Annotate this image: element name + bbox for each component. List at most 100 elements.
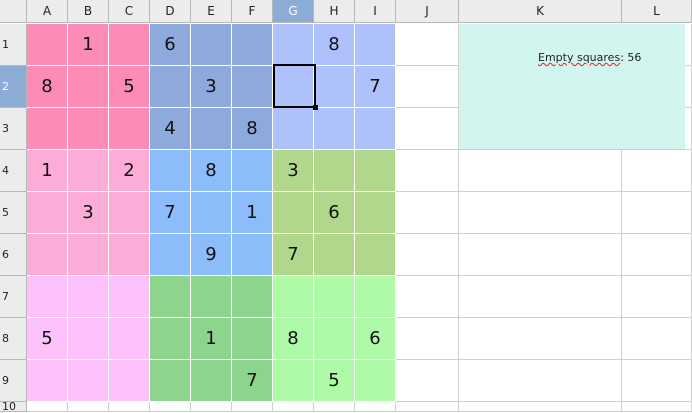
sudoku-cell[interactable] <box>68 318 109 360</box>
sudoku-cell[interactable]: 6 <box>314 192 355 234</box>
sudoku-cell[interactable]: 1 <box>27 150 68 192</box>
grid-cell[interactable] <box>396 318 459 360</box>
grid-cell[interactable] <box>150 402 191 412</box>
sudoku-cell[interactable] <box>150 66 191 108</box>
sudoku-cell[interactable] <box>191 24 232 66</box>
grid-cell[interactable] <box>314 402 355 412</box>
grid-cell[interactable] <box>68 402 109 412</box>
sudoku-cell[interactable] <box>355 234 396 276</box>
sudoku-cell[interactable]: 3 <box>68 192 109 234</box>
sudoku-cell[interactable]: 6 <box>355 318 396 360</box>
sudoku-cell[interactable] <box>27 24 68 66</box>
sudoku-cell[interactable] <box>355 192 396 234</box>
column-header-i[interactable]: I <box>355 0 396 23</box>
sudoku-cell[interactable] <box>109 360 150 402</box>
grid-cell[interactable] <box>396 150 459 192</box>
fill-handle[interactable] <box>313 105 318 110</box>
grid-cell[interactable] <box>396 360 459 402</box>
sudoku-cell[interactable] <box>273 192 314 234</box>
sudoku-cell[interactable] <box>27 108 68 150</box>
sudoku-cell[interactable] <box>273 24 314 66</box>
sudoku-cell[interactable] <box>314 318 355 360</box>
sudoku-cell[interactable]: 5 <box>109 66 150 108</box>
grid-cell[interactable] <box>622 360 692 402</box>
grid-cell[interactable] <box>459 276 622 318</box>
column-header-k[interactable]: K <box>459 0 622 23</box>
sudoku-cell[interactable]: 5 <box>314 360 355 402</box>
sudoku-cell[interactable]: 6 <box>150 24 191 66</box>
grid-cell[interactable] <box>396 402 459 412</box>
sudoku-cell[interactable] <box>232 66 273 108</box>
sudoku-cell[interactable] <box>150 276 191 318</box>
sudoku-cell[interactable]: 8 <box>314 24 355 66</box>
column-header-c[interactable]: C <box>109 0 150 23</box>
sudoku-cell[interactable]: 3 <box>191 66 232 108</box>
sudoku-cell[interactable] <box>150 150 191 192</box>
sudoku-cell[interactable]: 8 <box>27 66 68 108</box>
row-header-10[interactable]: 10 <box>0 400 27 413</box>
sudoku-cell[interactable] <box>314 234 355 276</box>
sudoku-cell[interactable] <box>232 24 273 66</box>
grid-cell[interactable] <box>396 108 459 150</box>
grid-cell[interactable] <box>622 402 692 412</box>
column-header-b[interactable]: B <box>68 0 109 23</box>
grid-cell[interactable] <box>459 150 622 192</box>
grid-cell[interactable] <box>622 150 692 192</box>
column-header-a[interactable]: A <box>27 0 68 23</box>
sudoku-cell[interactable] <box>109 318 150 360</box>
grid-cell[interactable] <box>109 402 150 412</box>
sudoku-cell[interactable] <box>314 66 355 108</box>
sudoku-cell[interactable] <box>355 150 396 192</box>
sudoku-cell[interactable]: 2 <box>109 150 150 192</box>
grid-cell[interactable] <box>396 66 459 108</box>
grid-cell[interactable] <box>459 192 622 234</box>
column-header-l[interactable]: L <box>622 0 692 23</box>
sudoku-cell[interactable] <box>109 234 150 276</box>
sudoku-cell[interactable] <box>109 24 150 66</box>
grid-cell[interactable] <box>191 402 232 412</box>
grid-cell[interactable] <box>622 192 692 234</box>
grid-cell[interactable] <box>232 402 273 412</box>
sudoku-cell[interactable]: 5 <box>27 318 68 360</box>
sudoku-cell[interactable] <box>191 108 232 150</box>
sudoku-cell[interactable] <box>68 276 109 318</box>
grid-cell[interactable] <box>622 276 692 318</box>
grid-cell[interactable] <box>396 192 459 234</box>
sudoku-cell[interactable] <box>232 150 273 192</box>
sudoku-cell[interactable] <box>68 108 109 150</box>
sudoku-cell[interactable] <box>150 234 191 276</box>
sudoku-cell[interactable]: 1 <box>232 192 273 234</box>
sudoku-cell[interactable]: 1 <box>191 318 232 360</box>
sudoku-cell[interactable] <box>273 66 314 108</box>
grid-cell[interactable] <box>459 318 622 360</box>
row-header-6[interactable]: 6 <box>0 234 27 276</box>
row-header-4[interactable]: 4 <box>0 150 27 192</box>
column-header-e[interactable]: E <box>191 0 232 23</box>
select-all-corner[interactable] <box>0 0 27 23</box>
grid-cell[interactable] <box>396 24 459 66</box>
sudoku-cell[interactable]: 7 <box>150 192 191 234</box>
sudoku-cell[interactable]: 4 <box>150 108 191 150</box>
info-text-box[interactable]: Empty squares: 56 <box>459 24 685 149</box>
grid-cell[interactable] <box>27 402 68 412</box>
sudoku-cell[interactable] <box>68 66 109 108</box>
sudoku-cell[interactable]: 7 <box>355 66 396 108</box>
sudoku-cell[interactable] <box>232 234 273 276</box>
sudoku-cell[interactable] <box>150 360 191 402</box>
sudoku-cell[interactable] <box>191 192 232 234</box>
sudoku-cell[interactable] <box>314 150 355 192</box>
grid-cell[interactable] <box>396 234 459 276</box>
sudoku-cell[interactable] <box>27 192 68 234</box>
row-header-8[interactable]: 8 <box>0 318 27 360</box>
sudoku-cell[interactable]: 9 <box>191 234 232 276</box>
grid-cell[interactable] <box>459 402 622 412</box>
grid-cell[interactable] <box>459 360 622 402</box>
column-header-f[interactable]: F <box>232 0 273 23</box>
sudoku-cell[interactable] <box>355 108 396 150</box>
sudoku-cell[interactable] <box>191 276 232 318</box>
sudoku-cell[interactable]: 8 <box>191 150 232 192</box>
row-header-1[interactable]: 1 <box>0 24 27 66</box>
sudoku-cell[interactable] <box>232 276 273 318</box>
column-header-h[interactable]: H <box>314 0 355 23</box>
sudoku-cell[interactable]: 7 <box>273 234 314 276</box>
